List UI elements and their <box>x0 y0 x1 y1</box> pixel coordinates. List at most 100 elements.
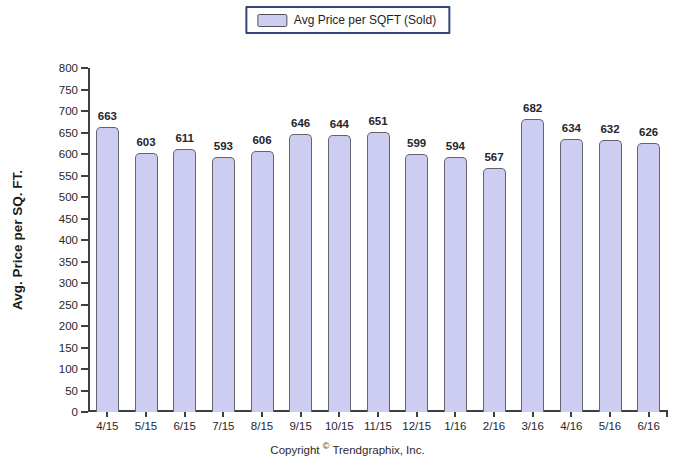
x-tick-mark <box>532 412 534 417</box>
y-tick-label: 500 <box>40 190 78 204</box>
bar <box>483 168 506 412</box>
y-tick-label: 50 <box>40 384 78 398</box>
bar-value-label: 663 <box>87 110 127 122</box>
bar-value-label: 599 <box>397 137 437 149</box>
x-tick-label: 6/15 <box>165 420 205 432</box>
y-axis-title: Avg. Price per SQ. FT. <box>10 170 25 310</box>
y-tick-mark <box>81 132 88 134</box>
legend-label: Avg Price per SQFT (Sold) <box>294 13 436 27</box>
y-tick-mark <box>81 261 88 263</box>
x-tick-mark <box>493 412 495 417</box>
bar-value-label: 611 <box>165 132 205 144</box>
y-tick-label: 350 <box>40 255 78 269</box>
x-tick-mark <box>454 412 456 417</box>
x-tick-mark <box>666 412 668 417</box>
y-tick-mark <box>81 390 88 392</box>
x-tick-mark <box>145 412 147 417</box>
y-tick-mark <box>81 239 88 241</box>
bar-value-label: 634 <box>551 122 591 134</box>
y-tick-label: 700 <box>40 104 78 118</box>
y-tick-label: 750 <box>40 83 78 97</box>
bar-value-label: 644 <box>319 118 359 130</box>
x-tick-label: 3/16 <box>513 420 553 432</box>
x-tick-label: 8/15 <box>242 420 282 432</box>
bar-value-label: 651 <box>358 115 398 127</box>
x-tick-mark <box>416 412 418 417</box>
y-tick-mark <box>81 282 88 284</box>
x-tick-label: 1/16 <box>435 420 475 432</box>
y-tick-label: 600 <box>40 147 78 161</box>
bar <box>173 149 196 412</box>
x-tick-mark <box>570 412 572 417</box>
x-tick-mark <box>222 412 224 417</box>
x-tick-label: 9/15 <box>281 420 321 432</box>
y-tick-label: 300 <box>40 276 78 290</box>
bar <box>599 140 622 412</box>
y-tick-label: 450 <box>40 212 78 226</box>
bar-value-label: 593 <box>203 140 243 152</box>
x-tick-label: 7/15 <box>203 420 243 432</box>
y-tick-label: 100 <box>40 362 78 376</box>
x-tick-mark <box>338 412 340 417</box>
copyright-footer: Copyright © Trendgraphix, Inc. <box>0 441 695 456</box>
x-tick-mark <box>184 412 186 417</box>
bar <box>96 127 119 412</box>
x-tick-label: 5/16 <box>590 420 630 432</box>
bar <box>521 119 544 412</box>
y-tick-mark <box>81 325 88 327</box>
y-tick-label: 550 <box>40 169 78 183</box>
y-tick-mark <box>81 153 88 155</box>
copyright-text: Copyright <box>270 444 322 456</box>
legend-swatch <box>257 14 287 27</box>
bar <box>560 139 583 412</box>
x-tick-mark <box>377 412 379 417</box>
x-tick-label: 6/16 <box>629 420 669 432</box>
y-tick-label: 650 <box>40 126 78 140</box>
y-tick-mark <box>81 175 88 177</box>
x-tick-label: 11/15 <box>358 420 398 432</box>
x-tick-label: 2/16 <box>474 420 514 432</box>
y-tick-label: 250 <box>40 298 78 312</box>
bar <box>251 151 274 412</box>
x-tick-mark <box>300 412 302 417</box>
bar-value-label: 567 <box>474 151 514 163</box>
x-tick-label: 4/15 <box>87 420 127 432</box>
copyright-company: Trendgraphix, Inc. <box>329 444 424 456</box>
bar <box>289 134 312 412</box>
y-tick-mark <box>81 196 88 198</box>
y-tick-label: 200 <box>40 319 78 333</box>
bar <box>135 153 158 412</box>
y-tick-label: 0 <box>40 405 78 419</box>
chart-window: Avg Price per SQFT (Sold) Avg. Price per… <box>0 0 695 472</box>
x-tick-label: 10/15 <box>319 420 359 432</box>
y-tick-label: 400 <box>40 233 78 247</box>
bar <box>328 135 351 412</box>
bar-value-label: 646 <box>281 117 321 129</box>
bar-value-label: 606 <box>242 134 282 146</box>
y-tick-mark <box>81 218 88 220</box>
bar <box>212 157 235 412</box>
y-tick-mark <box>81 411 88 413</box>
x-tick-mark <box>106 412 108 417</box>
bar-value-label: 594 <box>435 140 475 152</box>
x-tick-label: 4/16 <box>551 420 591 432</box>
bar-value-label: 603 <box>126 136 166 148</box>
bar-value-label: 682 <box>513 102 553 114</box>
x-tick-label: 5/15 <box>126 420 166 432</box>
y-tick-mark <box>81 304 88 306</box>
legend: Avg Price per SQFT (Sold) <box>245 6 450 34</box>
x-tick-label: 12/15 <box>397 420 437 432</box>
y-tick-mark <box>81 347 88 349</box>
bar-value-label: 632 <box>590 123 630 135</box>
y-tick-label: 800 <box>40 61 78 75</box>
bar <box>444 157 467 412</box>
y-tick-label: 150 <box>40 341 78 355</box>
y-tick-mark <box>81 67 88 69</box>
x-tick-mark <box>609 412 611 417</box>
bar <box>637 143 660 412</box>
bar <box>367 132 390 412</box>
bar-value-label: 626 <box>629 126 669 138</box>
y-tick-mark <box>81 89 88 91</box>
bar <box>405 154 428 412</box>
x-tick-mark <box>261 412 263 417</box>
